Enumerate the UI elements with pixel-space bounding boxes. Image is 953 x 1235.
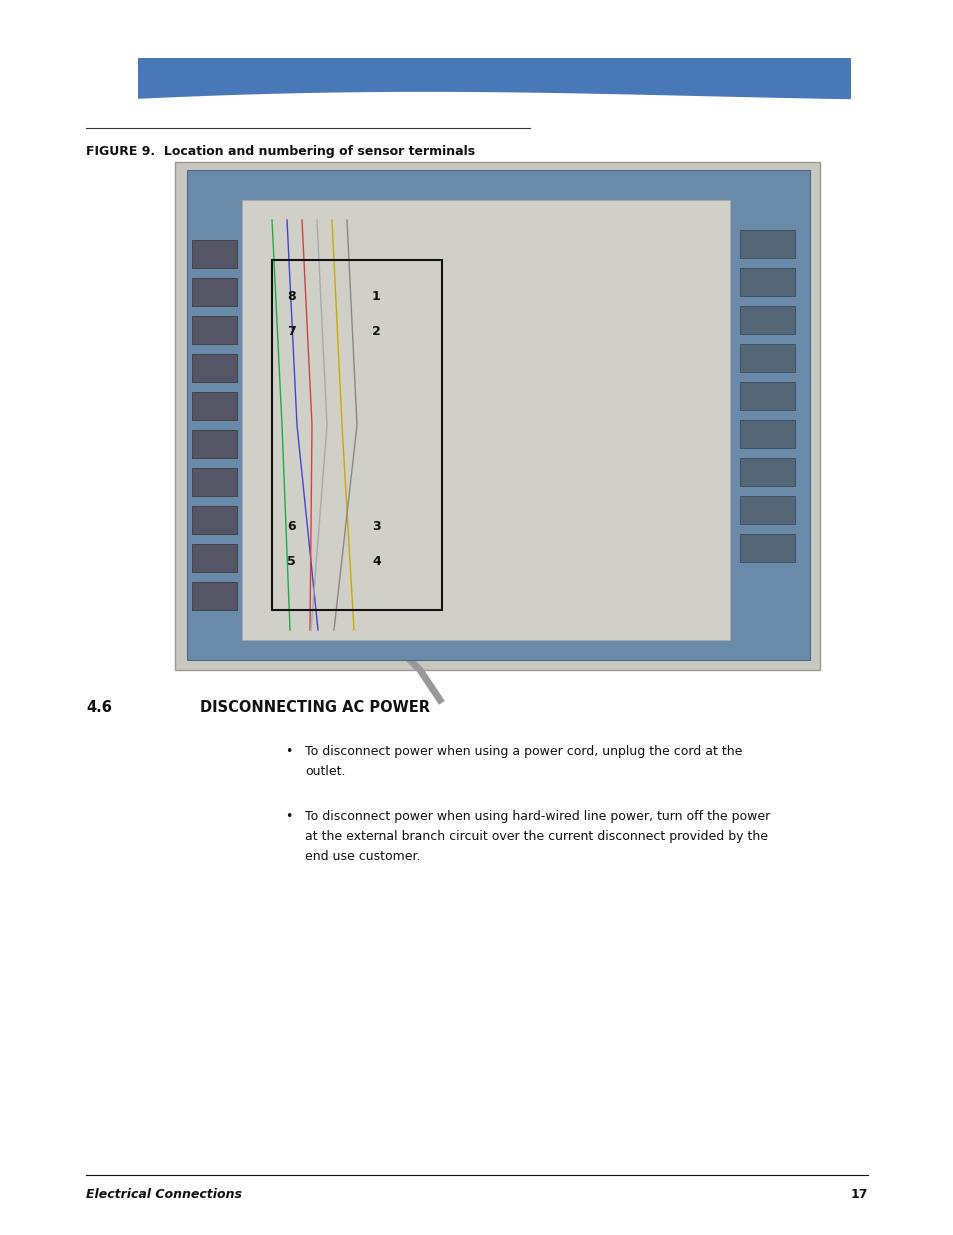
Text: 17: 17 (850, 1188, 867, 1200)
Bar (740, 458, 794, 487)
Text: To disconnect power when using a power cord, unplug the cord at the
outlet.: To disconnect power when using a power c… (305, 745, 741, 778)
Bar (242, 200, 729, 640)
Text: 6: 6 (287, 520, 295, 534)
Bar (740, 230, 794, 258)
Bar (187, 170, 809, 659)
Text: 2: 2 (372, 325, 380, 338)
Text: 3: 3 (372, 520, 380, 534)
Bar (192, 278, 236, 306)
Bar (174, 162, 820, 671)
Text: Electrical Connections: Electrical Connections (86, 1188, 242, 1200)
Bar (740, 268, 794, 296)
Bar (740, 382, 794, 410)
Bar (740, 306, 794, 333)
Bar (192, 391, 236, 420)
Text: 1: 1 (372, 290, 380, 303)
Bar (192, 430, 236, 458)
Polygon shape (138, 91, 850, 120)
Text: 4.6: 4.6 (86, 700, 112, 715)
Bar (192, 240, 236, 268)
Bar (740, 534, 794, 562)
Bar (192, 316, 236, 345)
Bar (192, 468, 236, 496)
Text: •: • (285, 810, 292, 823)
Text: 7: 7 (287, 325, 295, 338)
Polygon shape (138, 58, 850, 99)
Text: 8: 8 (287, 290, 295, 303)
Text: 4: 4 (372, 555, 380, 568)
Bar (192, 543, 236, 572)
Text: 5: 5 (287, 555, 295, 568)
Text: DISCONNECTING AC POWER: DISCONNECTING AC POWER (200, 700, 430, 715)
Text: •: • (285, 745, 292, 758)
Bar (138, 58, 850, 100)
Bar (740, 345, 794, 372)
Bar (272, 261, 441, 610)
Bar (192, 506, 236, 534)
Bar (192, 354, 236, 382)
Text: To disconnect power when using hard-wired line power, turn off the power
at the : To disconnect power when using hard-wire… (305, 810, 769, 863)
Text: FIGURE 9.  Location and numbering of sensor terminals: FIGURE 9. Location and numbering of sens… (86, 144, 475, 158)
Bar (740, 420, 794, 448)
Bar (192, 582, 236, 610)
Bar (740, 496, 794, 524)
